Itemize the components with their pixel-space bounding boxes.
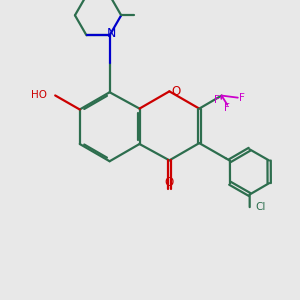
- Text: O: O: [165, 176, 174, 189]
- Text: O: O: [171, 85, 181, 98]
- Text: F: F: [214, 95, 220, 105]
- Text: HO: HO: [31, 90, 47, 100]
- Text: Cl: Cl: [256, 202, 266, 212]
- Text: F: F: [224, 103, 230, 113]
- Text: N: N: [106, 27, 116, 40]
- Text: F: F: [239, 93, 245, 103]
